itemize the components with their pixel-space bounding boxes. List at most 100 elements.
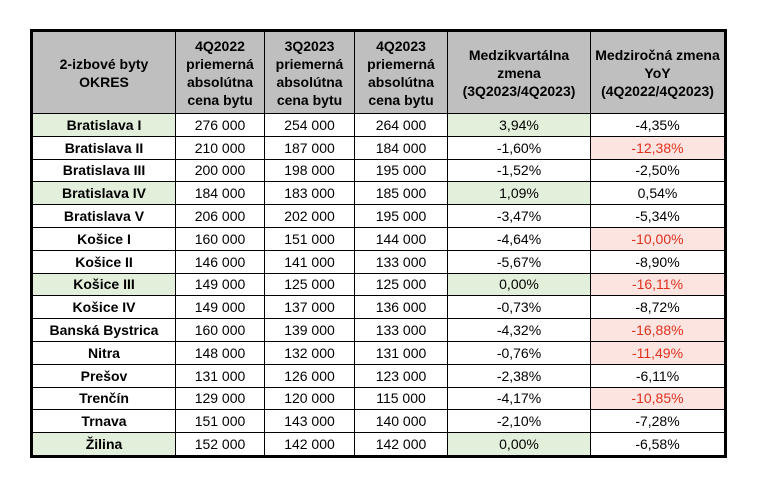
header-line: 2-izbové byty (59, 55, 149, 72)
yoy-change-cell: -4,35% (590, 113, 726, 137)
table-header-row: 2-izbové byty OKRES 4Q2022 priemerná absolú… (31, 30, 726, 114)
yoy-change-cell: -8,90% (590, 249, 726, 274)
header-4q2023-price: 4Q2023 priemerná absolútna cena bytu (354, 30, 448, 114)
yoy-change-cell: -7,28% (590, 409, 726, 434)
qoq-change-cell: -0,76% (447, 340, 591, 365)
price-4q2022-cell: 206 000 (175, 204, 265, 228)
header-3q2023-price: 3Q2023 priemerná absolútna cena bytu (264, 30, 355, 114)
price-4q2022-cell: 131 000 (175, 363, 265, 388)
yoy-change-cell: -11,49% (590, 340, 726, 365)
district-cell: Prešov (31, 363, 176, 388)
yoy-change-cell: -16,88% (590, 318, 726, 342)
district-cell: Nitra (31, 340, 176, 365)
price-4q2022-cell: 149 000 (175, 295, 265, 320)
price-4q2023-cell: 136 000 (354, 295, 448, 320)
price-3q2023-cell: 151 000 (264, 226, 355, 251)
qoq-change-cell: -2,38% (447, 363, 591, 388)
table-row: Bratislava V 206 000 202 000 195 000 -3,47% -… (31, 204, 726, 228)
district-cell: Košice III (31, 272, 176, 297)
header-qoq-change: Medzikvartálna zmena (3Q2023/4Q2023) (447, 30, 591, 114)
header-line: absolútna (367, 73, 435, 90)
price-3q2023-cell: 183 000 (264, 181, 355, 206)
price-4q2023-cell: 115 000 (354, 386, 448, 411)
price-3q2023-cell: 120 000 (264, 386, 355, 411)
price-3q2023-cell: 126 000 (264, 363, 355, 388)
header-line: priemerná (275, 55, 344, 72)
price-4q2023-cell: 195 000 (354, 204, 448, 228)
header-line: priemerná (186, 55, 254, 72)
qoq-change-cell: -1,52% (447, 158, 591, 183)
table-row: Košice I 160 000 151 000 144 000 -4,64% -10,0… (31, 226, 726, 251)
price-4q2022-cell: 200 000 (175, 158, 265, 183)
table-row: Žilina 152 000 142 000 142 000 0,00% -6,58% (31, 432, 726, 457)
table-row: Košice IV 149 000 137 000 136 000 -0,73% -8,7… (31, 295, 726, 320)
qoq-change-cell: 3,94% (447, 113, 591, 137)
header-line: OKRES (79, 73, 129, 90)
district-cell: Banská Bystrica (31, 318, 176, 342)
yoy-change-cell: -2,50% (590, 158, 726, 183)
price-3q2023-cell: 143 000 (264, 409, 355, 434)
price-4q2022-cell: 210 000 (175, 135, 265, 160)
table-row: Nitra 148 000 132 000 131 000 -0,76% -11,49% (31, 340, 726, 365)
price-4q2022-cell: 184 000 (175, 181, 265, 206)
district-cell: Bratislava III (31, 158, 176, 183)
price-3q2023-cell: 142 000 (264, 432, 355, 457)
header-line: cena bytu (276, 91, 343, 108)
qoq-change-cell: -3,47% (447, 204, 591, 228)
price-4q2022-cell: 276 000 (175, 113, 265, 137)
price-4q2022-cell: 149 000 (175, 272, 265, 297)
header-line: 4Q2022 (195, 37, 245, 54)
header-line: (3Q2023/4Q2023) (462, 82, 576, 99)
district-cell: Trnava (31, 409, 176, 434)
price-4q2023-cell: 123 000 (354, 363, 448, 388)
qoq-change-cell: -4,17% (447, 386, 591, 411)
price-4q2023-cell: 125 000 (354, 272, 448, 297)
header-line: (4Q2022/4Q2023) (601, 82, 714, 99)
price-3q2023-cell: 187 000 (264, 135, 355, 160)
header-4q2022-price: 4Q2022 priemerná absolútna cena bytu (175, 30, 265, 114)
yoy-change-cell: 0,54% (590, 181, 726, 206)
header-line: absolútna (276, 73, 343, 90)
price-4q2023-cell: 131 000 (354, 340, 448, 365)
header-line: zmena (497, 64, 541, 81)
price-3q2023-cell: 254 000 (264, 113, 355, 137)
price-4q2023-cell: 264 000 (354, 113, 448, 137)
district-cell: Žilina (31, 432, 176, 457)
header-line: Medzikvartálna (468, 46, 570, 63)
header-line: cena bytu (368, 91, 434, 108)
district-cell: Košice I (31, 226, 176, 251)
district-cell: Bratislava I (31, 113, 176, 137)
district-cell: Trenčín (31, 386, 176, 411)
yoy-change-cell: -6,11% (590, 363, 726, 388)
price-table: 2-izbové byty OKRES 4Q2022 priemerná absolú… (30, 29, 727, 458)
price-4q2023-cell: 185 000 (354, 181, 448, 206)
district-cell: Bratislava IV (31, 181, 176, 206)
yoy-change-cell: -5,34% (590, 204, 726, 228)
qoq-change-cell: -4,64% (447, 226, 591, 251)
price-4q2023-cell: 195 000 (354, 158, 448, 183)
price-4q2022-cell: 146 000 (175, 249, 265, 274)
price-4q2022-cell: 151 000 (175, 409, 265, 434)
price-3q2023-cell: 141 000 (264, 249, 355, 274)
yoy-change-cell: -16,11% (590, 272, 726, 297)
header-line: cena bytu (187, 91, 253, 108)
table-body: Bratislava I 276 000 254 000 264 000 3,94% -4… (31, 113, 726, 457)
district-cell: Košice IV (31, 295, 176, 320)
price-4q2022-cell: 160 000 (175, 226, 265, 251)
price-4q2023-cell: 133 000 (354, 249, 448, 274)
price-4q2023-cell: 142 000 (354, 432, 448, 457)
district-cell: Košice II (31, 249, 176, 274)
header-line: priemerná (367, 55, 435, 72)
table-row: Banská Bystrica 160 000 139 000 133 000 -4,3… (31, 318, 726, 342)
district-cell: Bratislava II (31, 135, 176, 160)
qoq-change-cell: 1,09% (447, 181, 591, 206)
qoq-change-cell: -1,60% (447, 135, 591, 160)
qoq-change-cell: -2,10% (447, 409, 591, 434)
qoq-change-cell: 0,00% (447, 432, 591, 457)
yoy-change-cell: -10,00% (590, 226, 726, 251)
price-4q2023-cell: 184 000 (354, 135, 448, 160)
price-3q2023-cell: 137 000 (264, 295, 355, 320)
price-table-container: 2-izbové byty OKRES 4Q2022 priemerná absolú… (30, 29, 727, 458)
header-line: absolútna (186, 73, 254, 90)
yoy-change-cell: -12,38% (590, 135, 726, 160)
